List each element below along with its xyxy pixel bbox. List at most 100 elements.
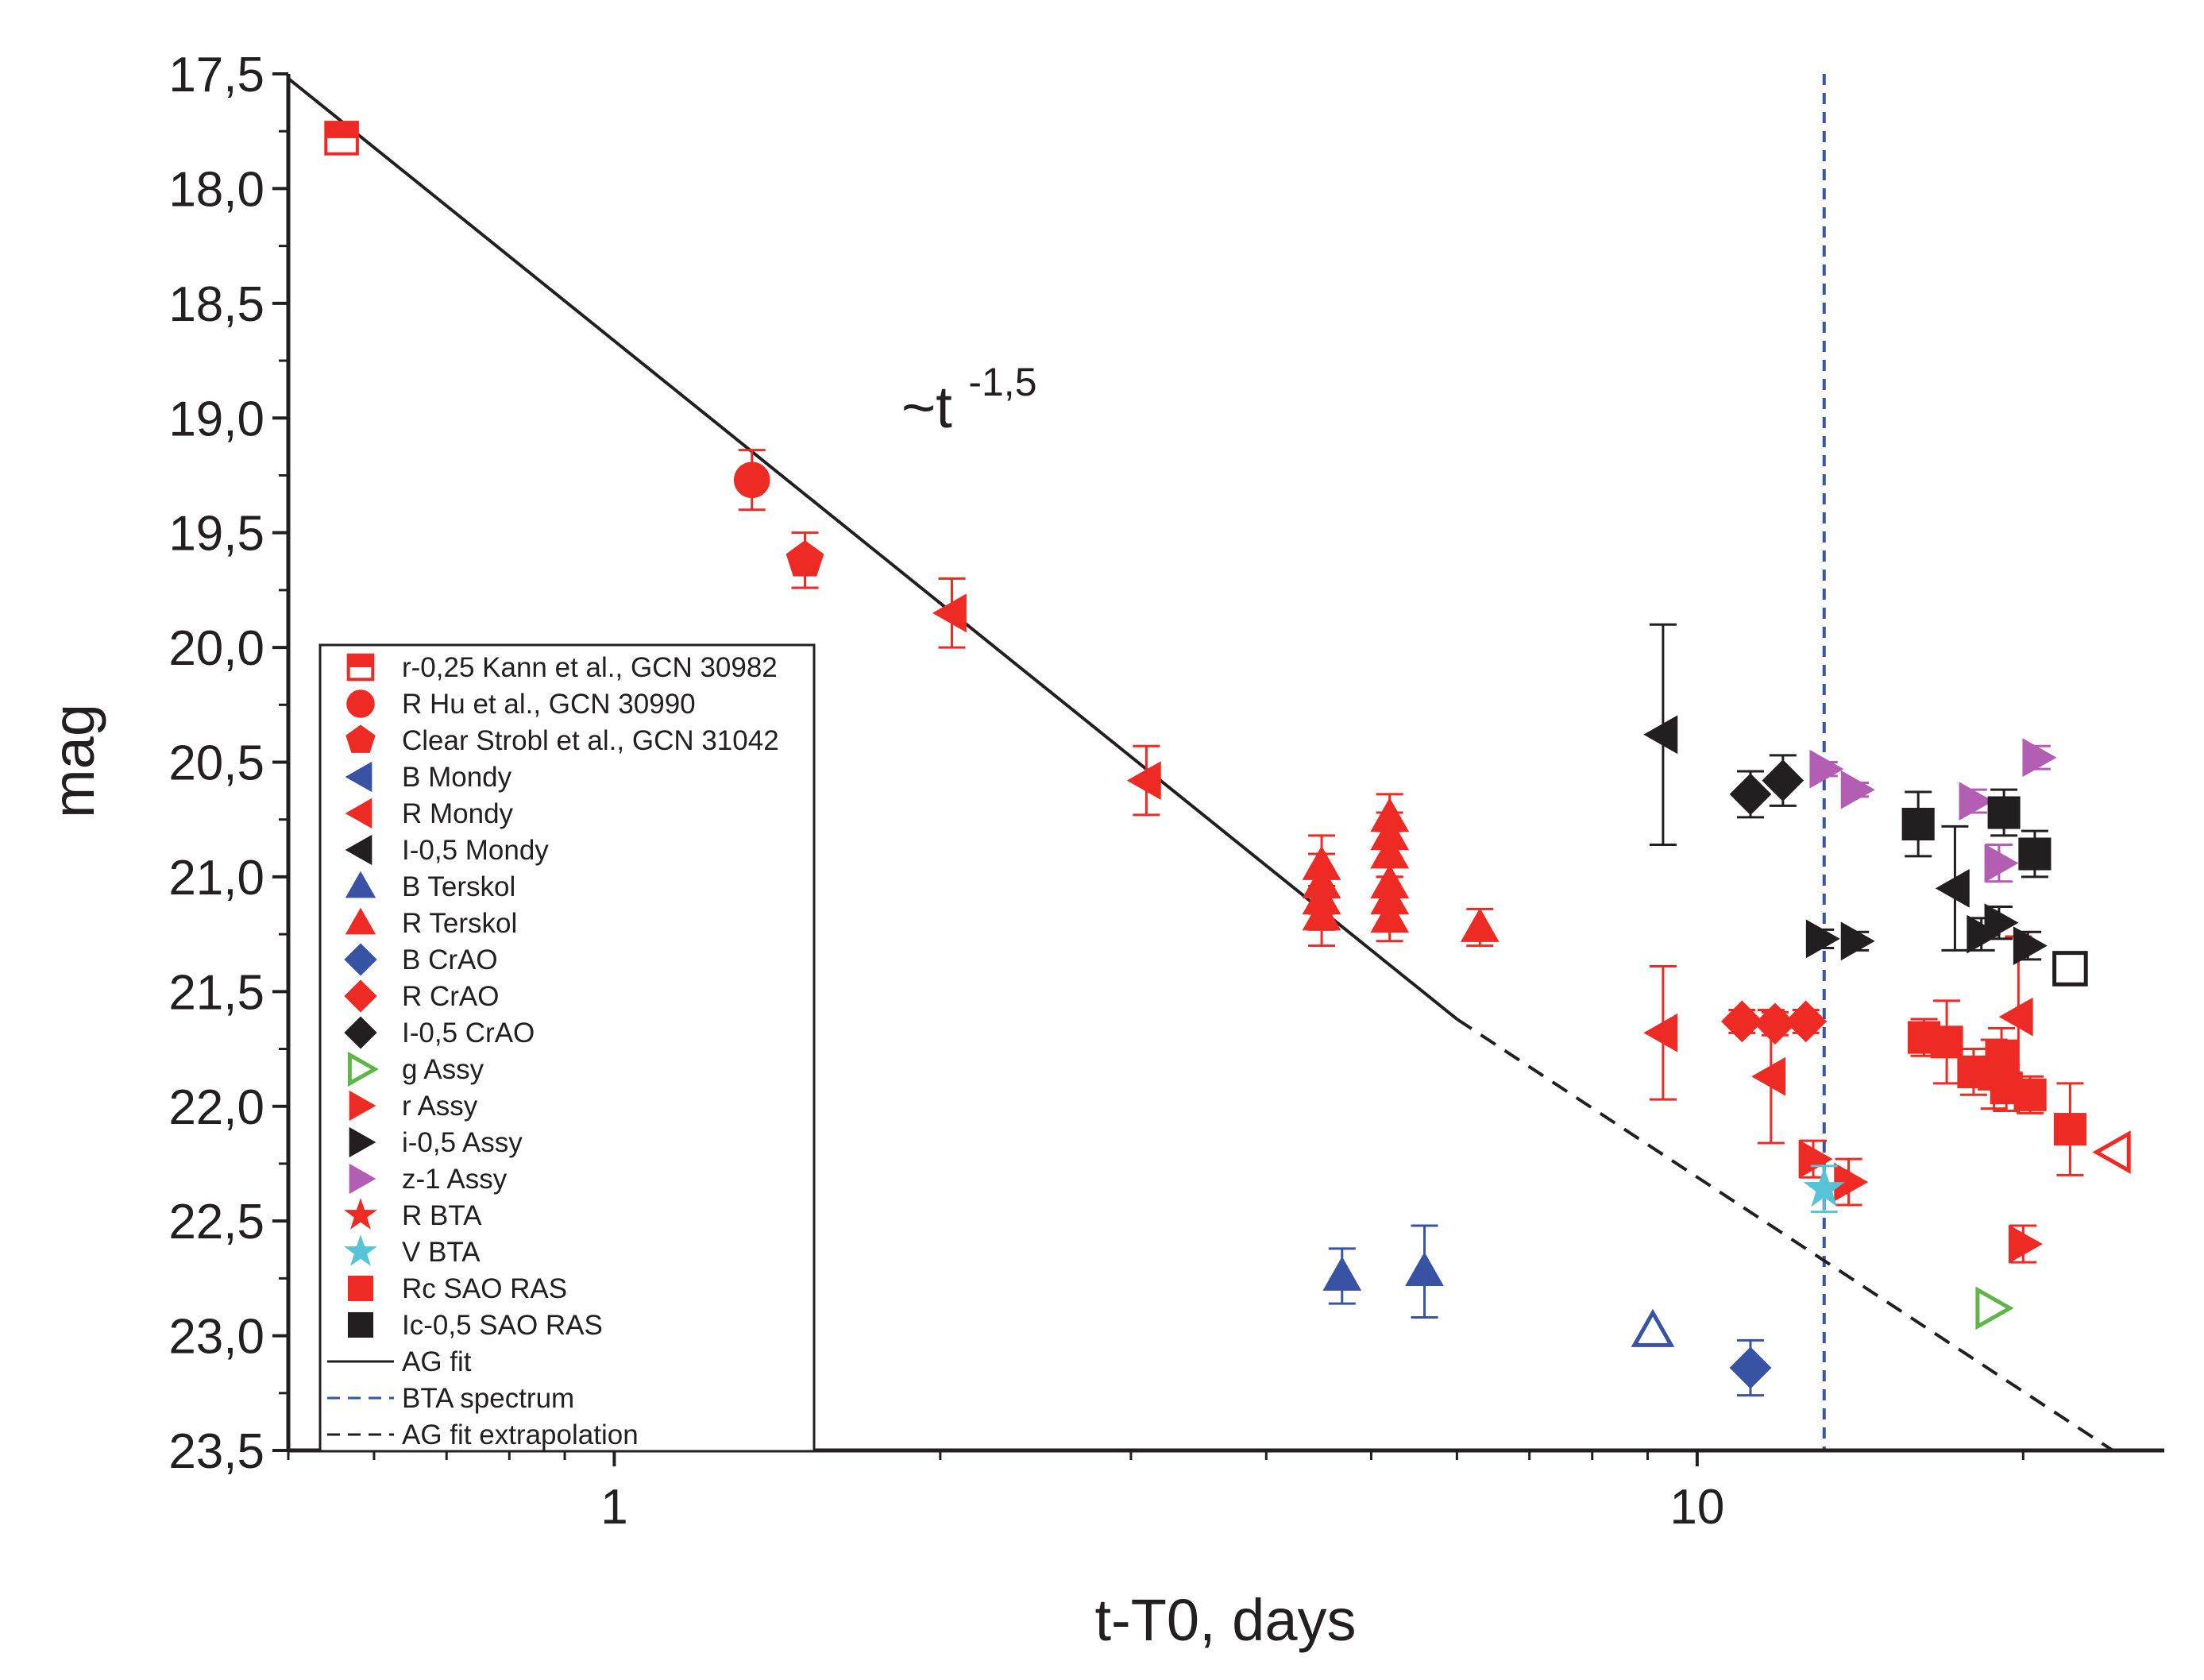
- marker: [1935, 869, 1970, 908]
- legend-swatch: [345, 834, 372, 866]
- legend-item: B Mondy: [345, 761, 512, 793]
- point-b-terskol-open--0: [1631, 1308, 1675, 1347]
- point-i-0-5-assy-0: [1805, 919, 1840, 959]
- y-tick-label: 20,5: [168, 736, 264, 791]
- point-g-assy-0: [1975, 1286, 2014, 1330]
- point-z-1-assy-4: [2022, 738, 2057, 778]
- legend-swatch: [345, 907, 376, 935]
- legend-item: i-0,5 Assy: [349, 1126, 523, 1158]
- legend-swatch: [345, 724, 376, 753]
- x-axis-label: t-T0, days: [1095, 1587, 1357, 1653]
- marker: [1785, 1000, 1828, 1043]
- legend-item: I-0,5 CrAO: [344, 1016, 535, 1049]
- point-z-1-assy-1: [1840, 770, 1875, 809]
- y-tick-label: 22,5: [168, 1195, 264, 1249]
- y-tick-label: 21,0: [168, 851, 264, 906]
- legend-item: B CrAO: [344, 943, 498, 976]
- legend-swatch: [344, 943, 377, 976]
- legend-box: [318, 643, 816, 1453]
- marker: [785, 540, 824, 577]
- point-ic-0-5-sao-ras-0: [1901, 790, 1935, 858]
- legend-swatch: [346, 653, 375, 682]
- y-tick-label: 20,0: [168, 621, 264, 676]
- point-i-0-5-assy-1: [1840, 921, 1875, 961]
- marker: [932, 593, 967, 633]
- legend-label: BTA spectrum: [402, 1383, 574, 1414]
- point-r-assy-0: [1798, 1139, 1833, 1179]
- point-r-mondy-0: [932, 577, 967, 649]
- marker: [1998, 997, 2033, 1037]
- y-axis-label: mag: [41, 704, 106, 818]
- marker-fill: [326, 122, 357, 138]
- marker: [1987, 796, 2021, 829]
- point-i-0-5-assy-2: [1967, 914, 2001, 954]
- point-r-crao-1: [1754, 1002, 1797, 1045]
- marker: [1643, 715, 1678, 755]
- point-r-hu-et-al-gcn-30990-0: [733, 449, 770, 512]
- legend-item: R Hu et al., GCN 30990: [346, 689, 696, 720]
- point-r-0-25-kann-et-al-gcn-30982-0: [324, 121, 359, 156]
- point-rc-sao-ras-1: [1930, 999, 1963, 1085]
- marker: [1370, 898, 1410, 933]
- marker: [1975, 1286, 2014, 1330]
- legend-label: R Terskol: [402, 908, 517, 939]
- legend-item: R Terskol: [345, 907, 517, 939]
- y-tick-label: 23,0: [168, 1310, 264, 1365]
- ag-fit-extrapolation-line: [1456, 1018, 2114, 1452]
- legend-item: r-0,25 Kann et al., GCN 30982: [346, 652, 778, 683]
- marker: [1729, 773, 1772, 816]
- point-ic-0-5-sao-ras-1: [1987, 788, 2021, 837]
- annotation-base: ~t: [901, 374, 952, 440]
- marker: [1809, 749, 1844, 789]
- point-r-crao-0: [1720, 1000, 1763, 1043]
- point-i-0-5-mondy-1: [1935, 825, 1970, 952]
- point-r-terskol-3: [1302, 884, 1341, 948]
- legend-label: R CrAO: [402, 981, 500, 1012]
- legend-swatch: [346, 689, 375, 718]
- legend-swatch: [349, 1090, 376, 1122]
- x-tick-label: 10: [1669, 1480, 1724, 1535]
- marker: [1959, 782, 1994, 821]
- legend-item: R Mondy: [345, 798, 514, 829]
- legend-item: R CrAO: [344, 979, 500, 1013]
- legend-item: Ic-0,5 SAO RAS: [347, 1310, 603, 1341]
- legend-label: z-1 Assy: [402, 1164, 508, 1195]
- point-b-terskol-1: [1405, 1224, 1444, 1319]
- legend-label: r-0,25 Kann et al., GCN 30982: [402, 652, 778, 683]
- x-tick-label: 1: [600, 1480, 627, 1535]
- y-tick-label: 17,5: [168, 48, 264, 102]
- point-r-terskol-9: [1370, 894, 1410, 943]
- marker: [1840, 770, 1875, 809]
- legend-label: V BTA: [402, 1237, 481, 1268]
- legend-label: I-0,5 Mondy: [402, 835, 549, 866]
- legend-swatch: [344, 1198, 377, 1230]
- y-tick-label: 18,5: [168, 277, 264, 332]
- y-tick-label: 19,5: [168, 507, 264, 562]
- marker: [2053, 1113, 2086, 1146]
- point-b-crao-0: [1729, 1338, 1772, 1397]
- legend-item: g Assy: [347, 1051, 484, 1087]
- point-ic-0-5-sao-ras-2: [2018, 829, 2052, 879]
- point-b-terskol-0: [1322, 1247, 1362, 1305]
- legend-label: AG fit extrapolation: [402, 1419, 639, 1450]
- legend-item: Clear Strobl et al., GCN 31042: [345, 724, 779, 756]
- legend-label: AG fit: [402, 1346, 472, 1377]
- marker: [1967, 914, 2001, 954]
- legend-swatch: [345, 798, 372, 829]
- legend-swatch: [347, 1311, 374, 1338]
- y-tick-label: 22,0: [168, 1080, 264, 1135]
- legend-item: r Assy: [349, 1090, 478, 1122]
- marker: [1901, 807, 1935, 841]
- power-law-annotation: ~t -1,5: [901, 360, 1037, 440]
- marker: [2018, 837, 2052, 871]
- marker: [1405, 1252, 1444, 1287]
- point-r-terskol-10: [1460, 907, 1500, 948]
- point-i-0-5-crao-0: [1729, 770, 1772, 819]
- point-rc-sao-ras-open--0: [2092, 1130, 2131, 1174]
- legend-swatch: [347, 1275, 374, 1302]
- legend-label: R Hu et al., GCN 30990: [402, 689, 696, 720]
- point-i-0-5-crao-1: [1762, 754, 1805, 807]
- legend-swatch: [349, 1126, 376, 1158]
- data-points: [324, 121, 2131, 1397]
